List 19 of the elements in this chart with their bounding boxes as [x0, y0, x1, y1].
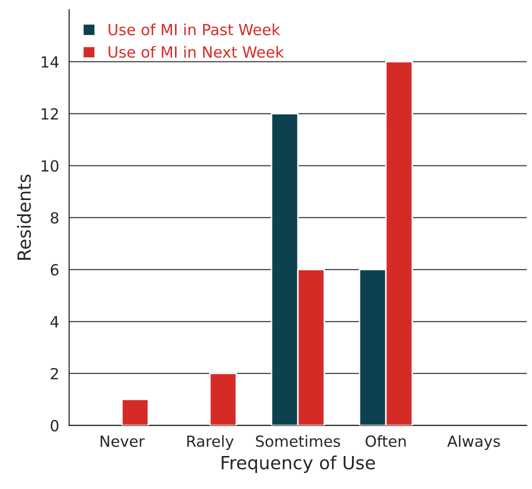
x-tick-label: Sometimes	[256, 435, 340, 447]
x-tick-label: Rarely	[187, 435, 234, 450]
x-tick-label: Always	[447, 435, 500, 450]
bar	[209, 372, 238, 426]
y-tick-label: 6	[50, 264, 58, 276]
legend-label: Use of MI in Next Week	[108, 46, 284, 58]
y-tick-label: 0	[50, 420, 58, 432]
y-tick-label: 12	[42, 108, 58, 120]
bar	[121, 398, 150, 426]
x-tick-label: Often	[366, 435, 406, 447]
y-tick-label: 2	[50, 368, 58, 380]
y-tick-label: 10	[42, 160, 58, 172]
y-tick-label: 8	[50, 212, 58, 224]
y-tick-label: 14	[42, 56, 59, 68]
legend-label: Use of MI in Past Week	[108, 24, 280, 36]
x-axis-title: Frequency of Use	[222, 455, 375, 473]
y-axis-title: Residents	[16, 174, 31, 260]
y-tick-label: 4	[50, 316, 59, 328]
x-tick-label: Never	[100, 436, 145, 447]
